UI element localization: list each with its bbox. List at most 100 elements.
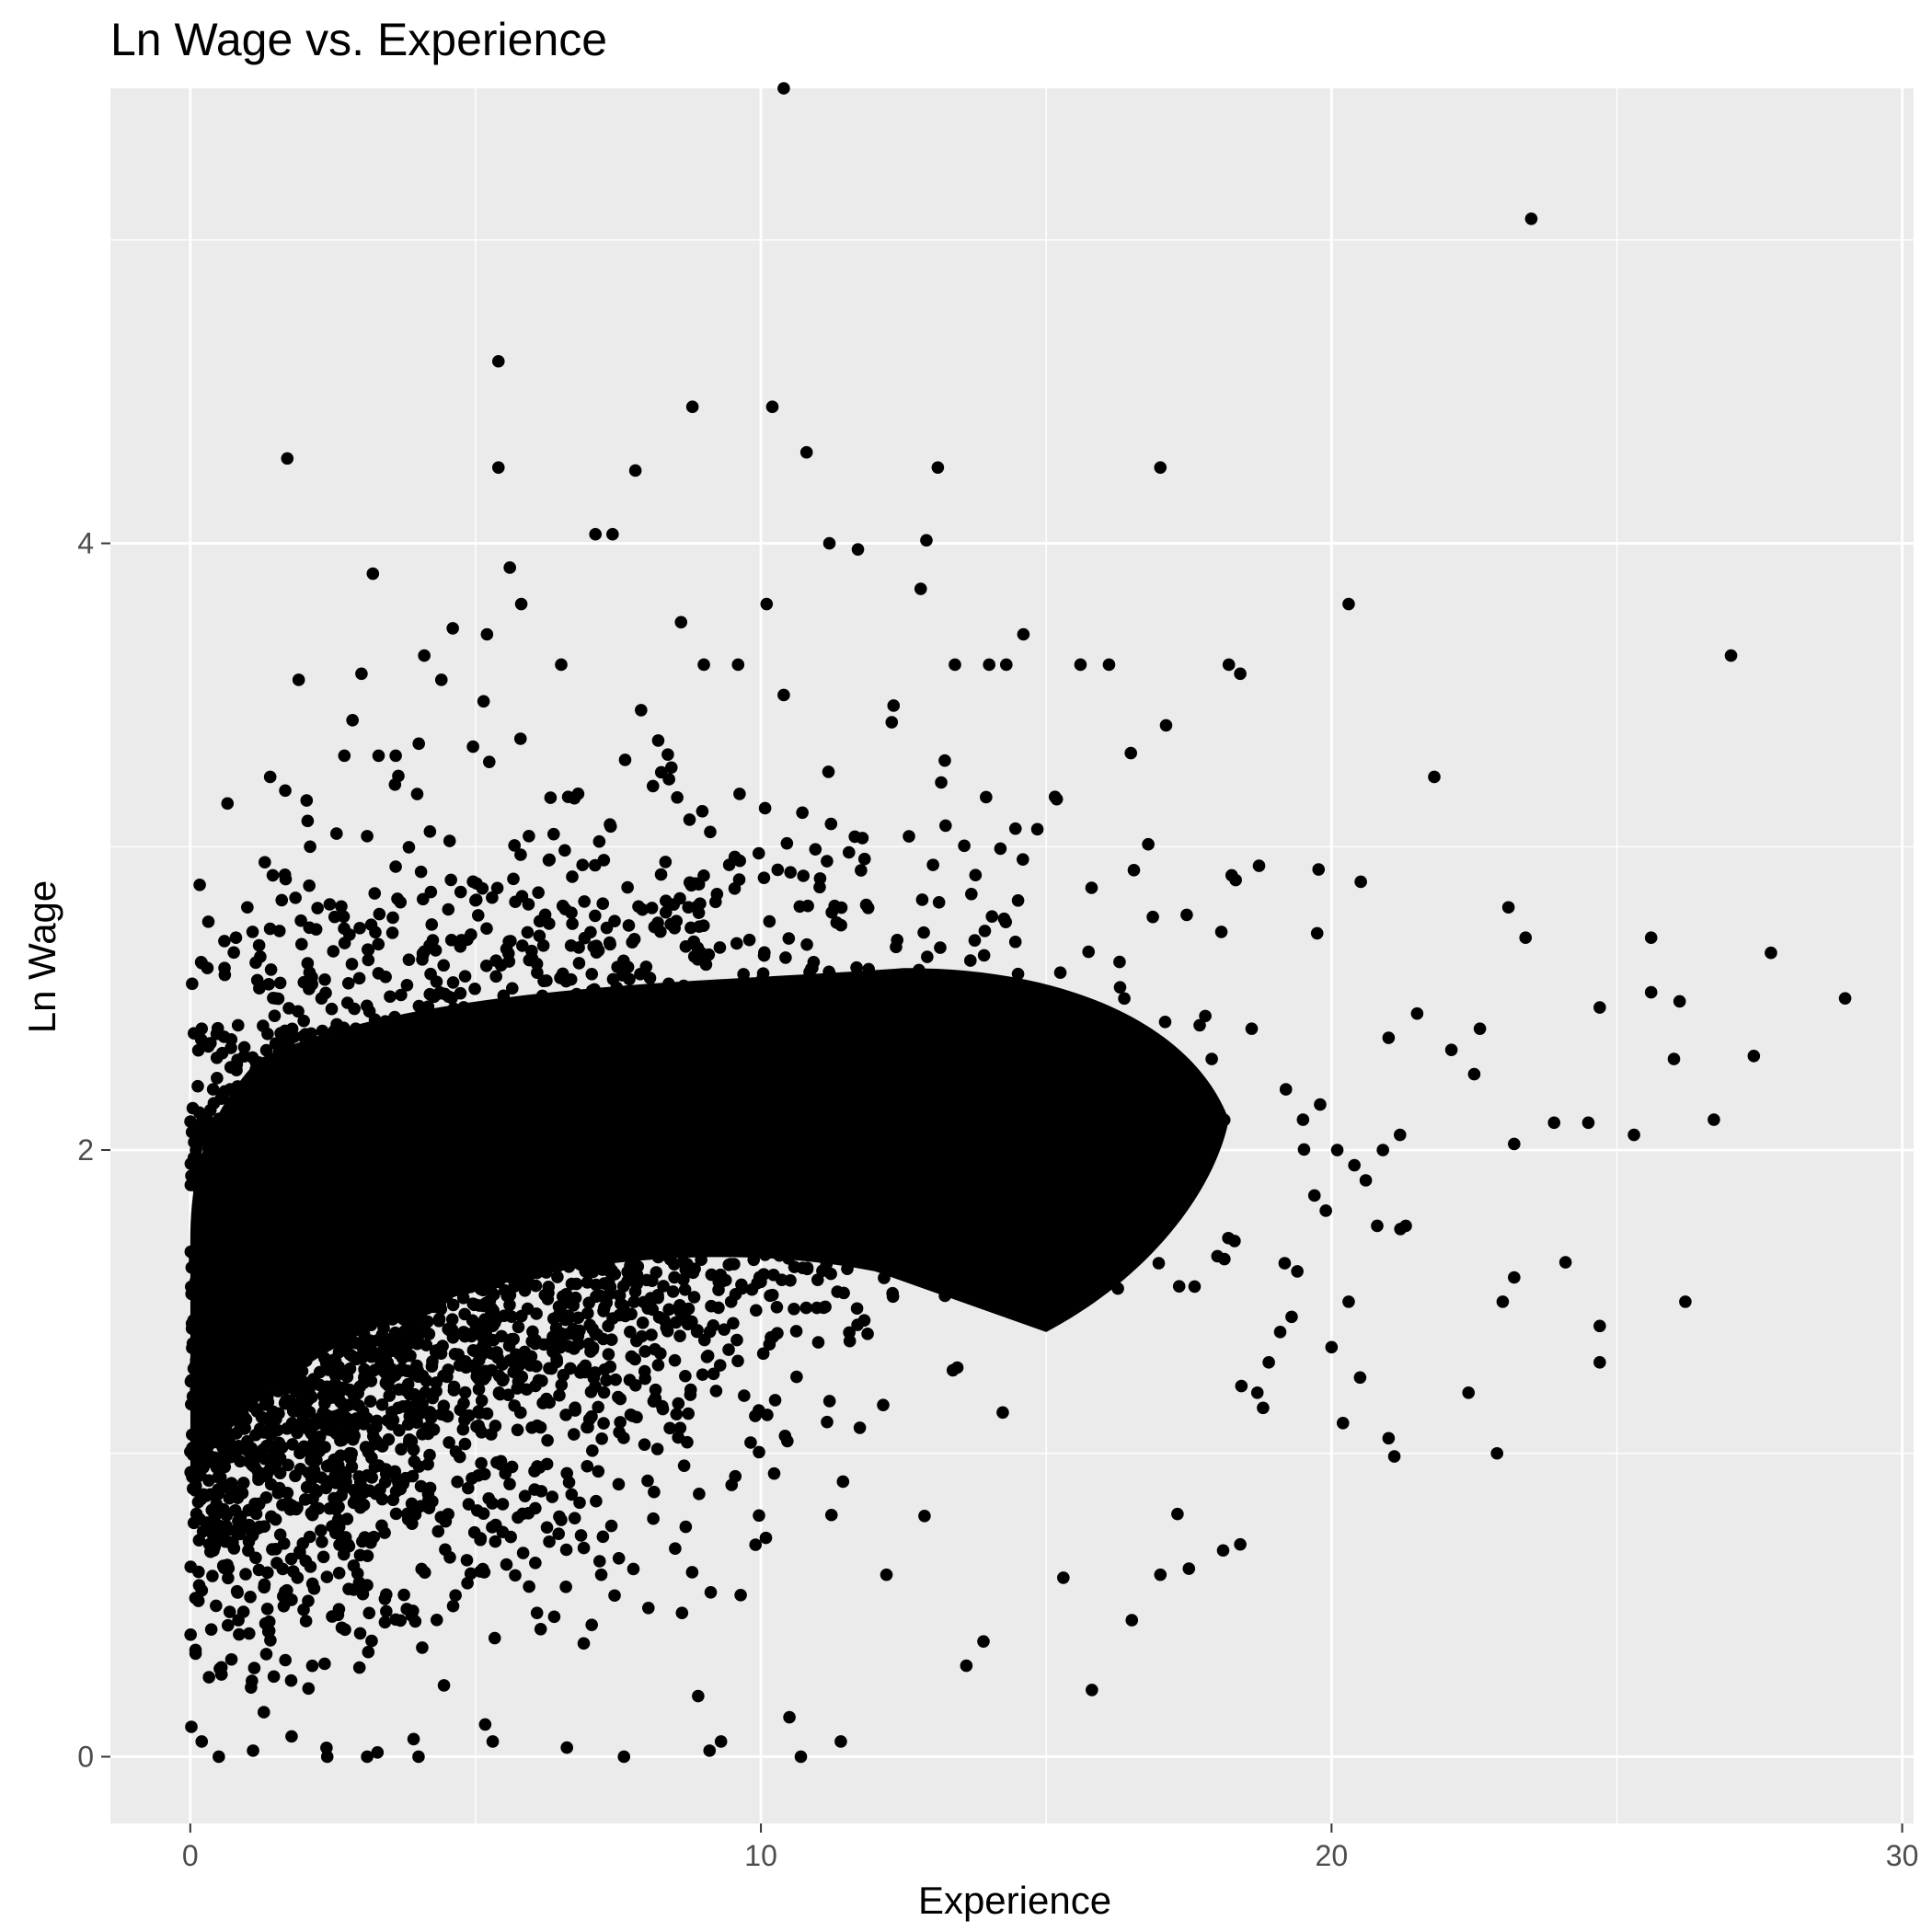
scatter-point-filler	[567, 1243, 580, 1256]
scatter-point-filler	[273, 1528, 287, 1541]
scatter-point-filler	[623, 991, 637, 1004]
scatter-point-filler	[192, 1106, 206, 1120]
scatter-point-filler	[964, 1229, 977, 1242]
scatter-point-filler	[486, 1064, 500, 1077]
scatter-point-filler	[723, 1156, 736, 1169]
scatter-point-filler	[437, 1064, 450, 1077]
scatter-point-filler	[305, 1659, 319, 1673]
scatter-point-filler	[707, 1367, 720, 1381]
scatter-point-filler	[184, 1445, 197, 1458]
scatter-point-filler	[631, 1103, 645, 1116]
scatter-point-filler	[325, 1002, 339, 1016]
scatter-point-filler	[237, 1421, 251, 1434]
scatter-point	[1724, 649, 1738, 662]
scatter-point-filler	[861, 902, 875, 914]
scatter-point	[201, 961, 214, 974]
scatter-point-filler	[420, 1105, 433, 1119]
scatter-point-filler	[598, 1123, 612, 1136]
scatter-point-filler	[520, 1079, 533, 1093]
scatter-point-filler	[265, 1176, 278, 1190]
scatter-point-filler	[1064, 1161, 1078, 1175]
scatter-point-filler	[229, 1444, 243, 1458]
scatter-point-filler	[639, 1073, 652, 1086]
scatter-point-filler	[754, 1192, 768, 1206]
scatter-point-filler	[238, 1521, 251, 1535]
scatter-point-filler	[640, 1004, 653, 1018]
scatter-point-filler	[270, 1262, 282, 1276]
scatter-point-filler	[389, 1507, 403, 1521]
scatter-point-filler	[296, 1412, 310, 1426]
scatter-point-filler	[463, 1409, 476, 1422]
scatter-point-filler	[621, 1274, 635, 1288]
scatter-point-filler	[424, 885, 438, 899]
scatter-point-filler	[335, 900, 348, 914]
scatter-point-filler	[790, 1096, 803, 1110]
scatter-point-filler	[763, 914, 776, 928]
scatter-point-filler	[266, 1426, 279, 1440]
scatter-point	[1501, 901, 1515, 914]
scatter-point-filler	[834, 918, 847, 932]
scatter-point-filler	[759, 1094, 773, 1108]
scatter-point-filler	[666, 1164, 679, 1178]
scatter-point	[418, 649, 431, 662]
scatter-point-filler	[1142, 837, 1155, 851]
scatter-point	[1296, 1113, 1310, 1126]
scatter-point	[914, 582, 927, 595]
scatter-point-filler	[420, 1339, 433, 1351]
scatter-point	[783, 1710, 796, 1724]
scatter-point-filler	[695, 981, 707, 995]
scatter-point-filler	[419, 1204, 431, 1218]
scatter-point-filler	[861, 1163, 875, 1177]
scatter-point-filler	[477, 1283, 489, 1297]
scatter-point-filler	[806, 1196, 819, 1210]
scatter-point	[1673, 995, 1686, 1008]
scatter-point-filler	[656, 1402, 670, 1416]
scatter-point	[1154, 1568, 1167, 1581]
scatter-point-filler	[313, 1036, 326, 1050]
scatter-point-filler	[841, 1262, 854, 1275]
scatter-point-filler	[264, 1190, 278, 1203]
scatter-point-filler	[654, 765, 668, 779]
scatter-point-filler	[303, 1167, 316, 1180]
scatter-point-filler	[940, 1094, 953, 1107]
scatter-point-filler	[704, 1585, 718, 1599]
scatter-point-filler	[606, 1021, 620, 1035]
scatter-point-filler	[793, 986, 807, 1000]
scatter-point	[1393, 1128, 1407, 1142]
scatter-point-filler	[465, 1119, 477, 1132]
scatter-point-filler	[673, 1421, 687, 1435]
scatter-point	[241, 901, 254, 914]
scatter-point-filler	[293, 1344, 306, 1358]
scatter-point-filler	[946, 1363, 960, 1377]
scatter-point-filler	[508, 1399, 521, 1412]
scatter-point-filler	[1053, 966, 1067, 980]
scatter-point-filler	[600, 921, 614, 935]
scatter-point-filler	[464, 1132, 477, 1145]
scatter-point-filler	[1057, 1115, 1071, 1129]
scatter-point	[1125, 1614, 1139, 1627]
scatter-point-filler	[853, 1421, 867, 1434]
scatter-point-filler	[593, 1289, 607, 1303]
scatter-point-filler	[297, 1375, 311, 1389]
scatter-point-filler	[575, 1143, 589, 1156]
scatter-point-filler	[949, 1136, 962, 1150]
scatter-point-filler	[928, 1184, 942, 1197]
scatter-point-filler	[449, 1445, 463, 1458]
scatter-point-filler	[412, 1241, 426, 1254]
scatter-point-filler	[312, 1279, 326, 1293]
scatter-point-filler	[403, 1433, 416, 1446]
scatter-point-filler	[303, 1530, 316, 1544]
scatter-point-filler	[191, 1043, 205, 1057]
scatter-point-filler	[259, 1648, 273, 1661]
scatter-point-filler	[209, 1311, 223, 1325]
scatter-point-filler	[248, 1299, 262, 1313]
scatter-point-filler	[201, 1379, 214, 1393]
scatter-point-filler	[258, 1222, 270, 1235]
scatter-point-filler	[388, 1010, 401, 1024]
scatter-point-filler	[300, 1302, 313, 1316]
scatter-point-filler	[187, 1362, 201, 1375]
scatter-point-filler	[539, 1148, 552, 1162]
scatter-point-filler	[544, 791, 558, 804]
y-tick-label-0: 0	[77, 1740, 94, 1773]
scatter-point-filler	[1116, 1253, 1129, 1267]
